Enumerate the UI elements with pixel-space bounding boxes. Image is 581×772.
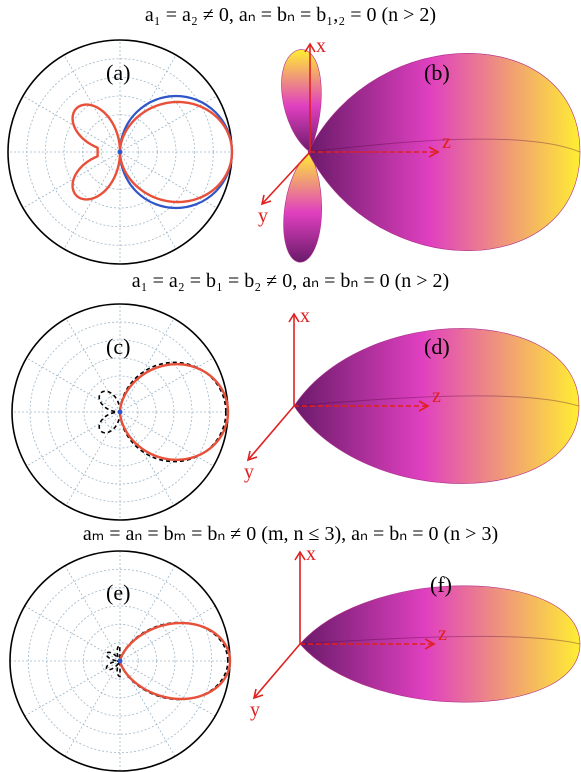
grid-spoke xyxy=(119,357,214,413)
grid-ring xyxy=(44,76,196,228)
panel-label-e: (e) xyxy=(106,580,131,605)
origin-dot xyxy=(117,658,123,664)
grid-spoke xyxy=(26,411,121,467)
z-arrowhead xyxy=(428,146,440,158)
lobe-meridian xyxy=(307,138,581,153)
grid-ring xyxy=(101,642,139,680)
z-axis-label: z xyxy=(432,385,441,407)
polar-plot-a xyxy=(7,39,234,265)
main-lobe xyxy=(307,53,581,251)
row-1-title: a₁ = a₂ ≠ 0, aₙ = bₙ = b₁,₂ = 0 (n > 2) xyxy=(144,4,437,26)
x-axis-label: x xyxy=(306,543,316,565)
grid-ring xyxy=(27,568,213,754)
y-axis-label: y xyxy=(258,205,268,227)
radiation-pattern-d: x z y xyxy=(244,305,580,484)
axes-b: x z y xyxy=(258,35,451,227)
radiation-pattern-f: x z y xyxy=(250,543,581,721)
row-2-title: a₁ = a₂ = b₁ = b₂ ≠ 0, aₙ = bₙ = 0 (n > … xyxy=(131,270,450,292)
grid-spoke xyxy=(22,95,121,153)
z-arrowhead xyxy=(424,638,436,650)
y-arrowhead xyxy=(246,450,258,462)
axes-d: x z y xyxy=(244,305,441,483)
main-lobe xyxy=(293,328,580,484)
grid-spoke xyxy=(63,54,121,153)
y-axis xyxy=(261,151,311,205)
y-axis-label: y xyxy=(250,699,260,721)
y-axis-label: y xyxy=(244,461,254,483)
grid-spoke xyxy=(119,95,218,153)
polar-plot-e xyxy=(9,550,232,772)
y-arrowhead xyxy=(260,194,272,206)
y-axis xyxy=(253,643,301,699)
main-pattern xyxy=(71,100,234,204)
grid-ring xyxy=(64,605,176,717)
x-axis-label: x xyxy=(300,305,310,327)
z-arrowhead xyxy=(418,400,430,412)
z-axis-label: z xyxy=(438,623,447,645)
x-axis-label: x xyxy=(316,35,326,57)
grid-spoke xyxy=(64,660,121,757)
lower-side-lobe xyxy=(283,151,322,263)
origin-dot xyxy=(117,149,123,155)
panel-label-f: (f) xyxy=(430,572,452,597)
grid-spoke xyxy=(119,151,218,209)
panel-label-c: (c) xyxy=(106,334,131,359)
panel-label-b: (b) xyxy=(424,60,450,85)
origin-dot xyxy=(117,409,123,415)
grid-spoke xyxy=(63,151,121,250)
y-arrowhead xyxy=(252,688,264,700)
row-3-title: aₘ = aₙ = bₘ = bₙ ≠ 0 (m, n ≤ 3), aₙ = b… xyxy=(82,523,499,545)
polar-plot-c xyxy=(11,303,230,521)
x-arrowhead xyxy=(288,312,300,323)
grid-spoke xyxy=(119,411,214,467)
upper-side-lobe xyxy=(281,49,322,153)
y-axis xyxy=(247,405,295,461)
panel-label-a: (a) xyxy=(106,60,131,85)
grid-spoke xyxy=(26,357,121,413)
grid-spoke xyxy=(24,660,121,717)
main-lobe xyxy=(299,585,581,703)
lobe-meridian xyxy=(293,395,580,407)
x-arrowhead xyxy=(304,42,316,53)
z-axis-label: z xyxy=(442,131,451,153)
grid-spoke xyxy=(22,151,121,209)
grid-ring xyxy=(100,132,140,172)
x-arrowhead xyxy=(294,550,306,561)
panel-label-d: (d) xyxy=(424,334,450,359)
polar-grid xyxy=(10,551,230,771)
axes-f: x z y xyxy=(250,543,447,721)
radiation-pattern-b: x z y xyxy=(258,35,581,263)
lobe-meridian xyxy=(299,635,581,645)
